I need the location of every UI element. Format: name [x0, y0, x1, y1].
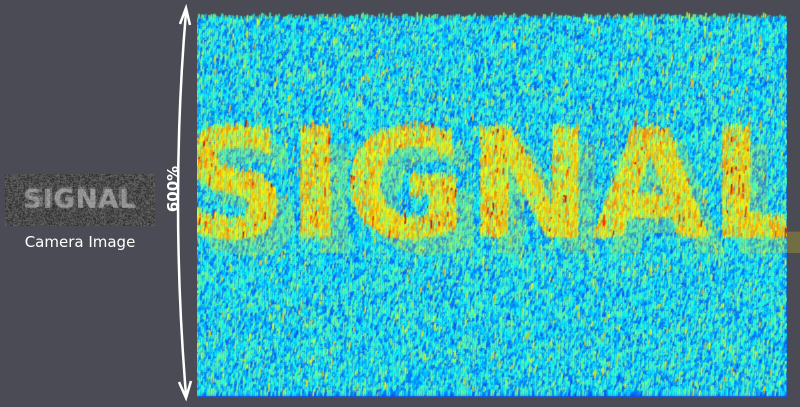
surface-signal-text: SIGNAL [197, 115, 800, 289]
surface-plot [197, 6, 787, 398]
vertical-scale-arrow-icon [176, 3, 193, 402]
camera-image-label: Camera Image [24, 233, 136, 251]
camera-image [5, 174, 155, 226]
camera-image-signal-text: SIGNAL [22, 185, 138, 215]
scale-label: 600% [164, 165, 182, 213]
